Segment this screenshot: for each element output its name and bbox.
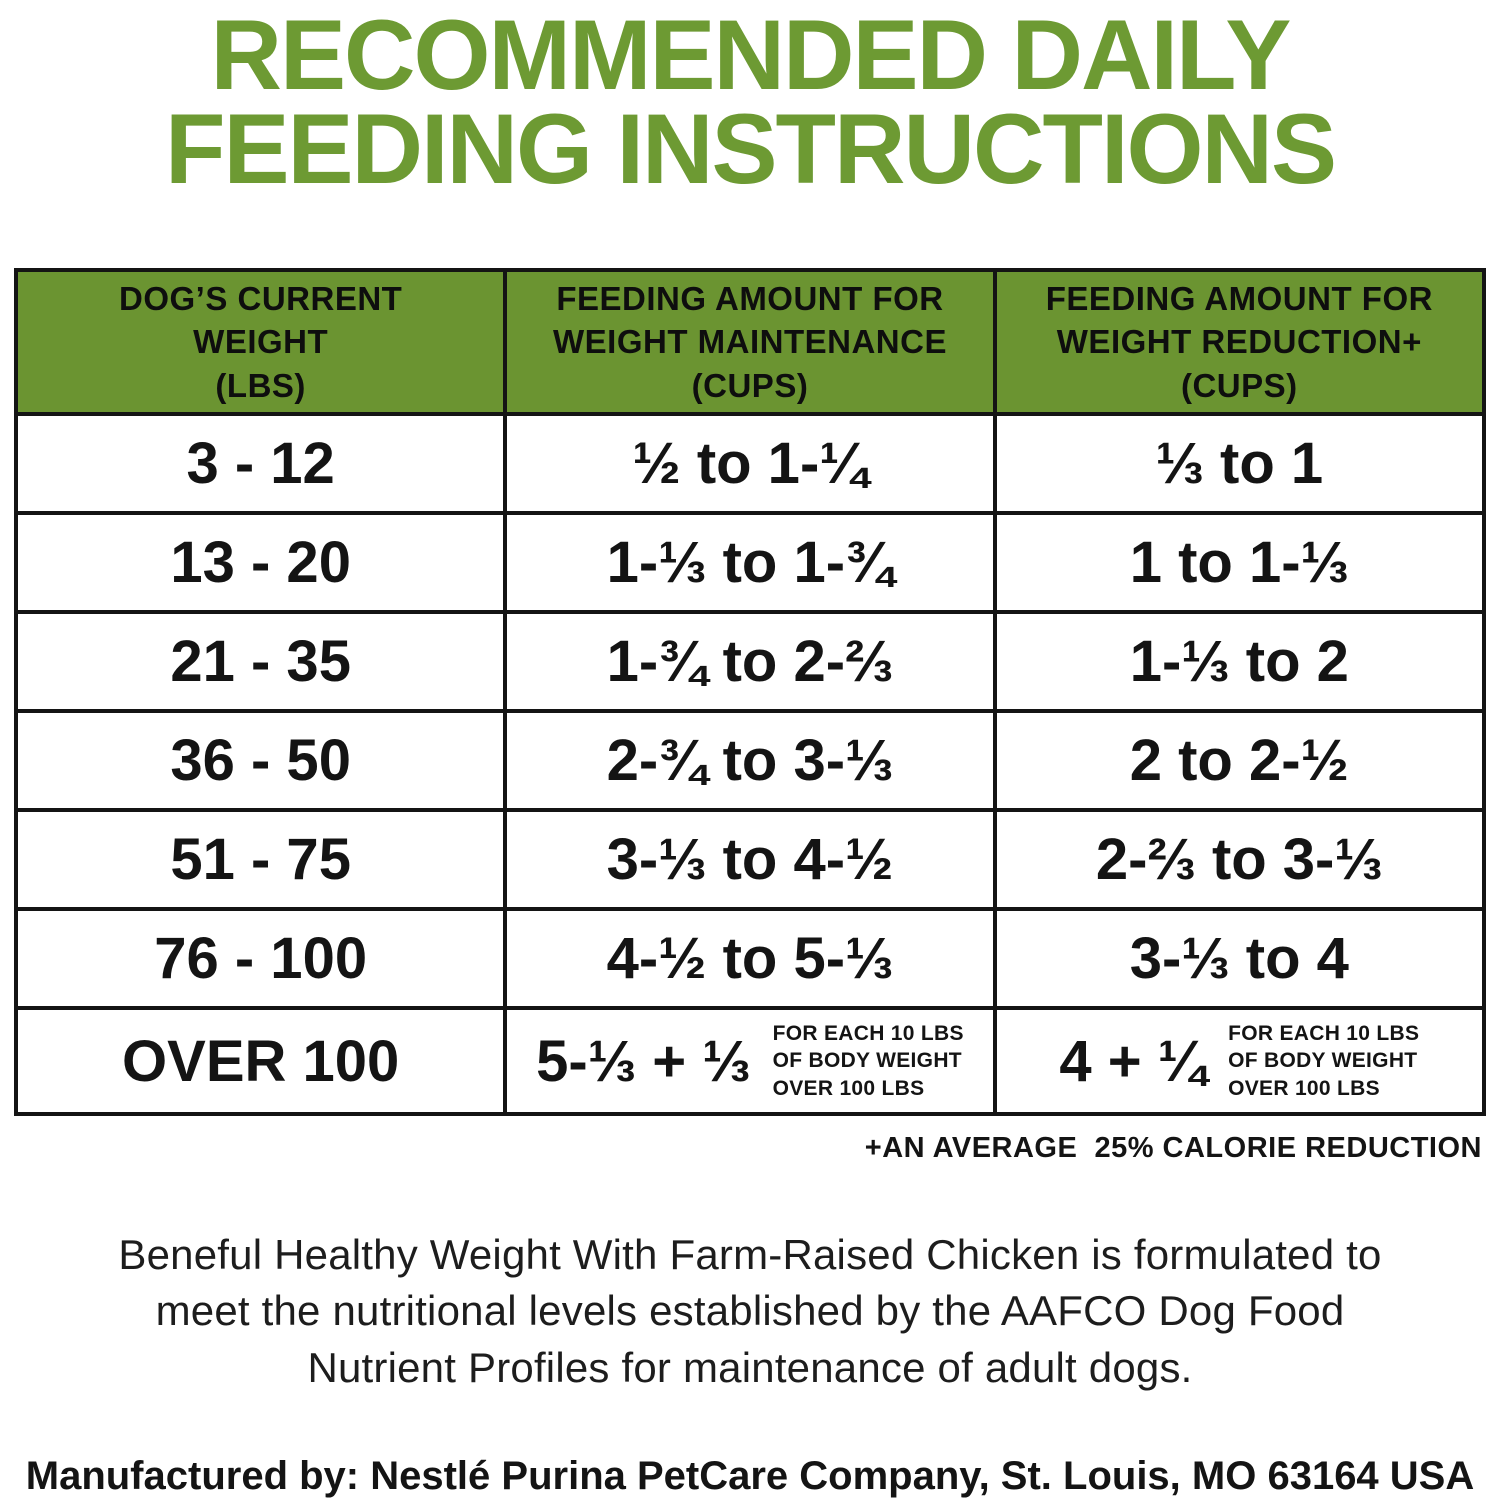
weight-range-cell: 21 - 35	[13, 610, 508, 714]
aafco-statement: Beneful Healthy Weight With Farm-Raised …	[118, 1231, 1382, 1391]
reduction-note: FOR EACH 10 LBS OF BODY WEIGHT OVER 100 …	[1228, 1022, 1420, 1100]
maintenance-amount-cell: 2-¾ to 3-⅓	[503, 709, 997, 813]
page-title-line2: FEEDING INSTRUCTIONS	[164, 93, 1337, 205]
reduction-main-value: 4 + ¼	[1059, 1028, 1207, 1094]
weight-range-cell: 13 - 20	[13, 511, 508, 615]
page-title: RECOMMENDED DAILY FEEDING INSTRUCTIONS	[0, 0, 1500, 205]
maintenance-amount-cell: 5-⅓ + ⅓ FOR EACH 10 LBS OF BODY WEIGHT O…	[503, 1006, 997, 1117]
reduction-amount-cell: 1-⅓ to 2	[992, 610, 1487, 714]
header-weight-maintenance: FEEDING AMOUNT FOR WEIGHT MAINTENANCE (C…	[503, 268, 997, 417]
reduction-amount-cell: 3-⅓ to 4	[992, 907, 1487, 1011]
table-row-over-100: OVER 100 5-⅓ + ⅓ FOR EACH 10 LBS OF BODY…	[13, 1006, 1487, 1117]
page-title-line1: RECOMMENDED DAILY	[210, 0, 1292, 110]
header-dogs-current-weight: DOG’S CURRENT WEIGHT (LBS)	[13, 268, 508, 417]
maintenance-amount-cell: 1-¾ to 2-⅔	[503, 610, 997, 714]
maintenance-amount-cell: 3-⅓ to 4-½	[503, 808, 997, 912]
weight-range-cell: 51 - 75	[13, 808, 508, 912]
maintenance-note: FOR EACH 10 LBS OF BODY WEIGHT OVER 100 …	[772, 1022, 964, 1100]
reduction-amount-cell: ⅓ to 1	[992, 412, 1487, 516]
reduction-combo: 4 + ¼ FOR EACH 10 LBS OF BODY WEIGHT OVE…	[997, 1020, 1482, 1102]
reduction-amount-cell: 2 to 2-½	[992, 709, 1487, 813]
manufacturer-line: Manufactured by: Nestlé Purina PetCare C…	[25, 1453, 1475, 1498]
calorie-reduction-footnote: +AN AVERAGE 25% CALORIE REDUCTION	[864, 1132, 1482, 1165]
table-row: 13 - 20 1-⅓ to 1-¾ 1 to 1-⅓	[13, 511, 1487, 615]
feeding-table-header: DOG’S CURRENT WEIGHT (LBS) FEEDING AMOUN…	[13, 268, 1487, 417]
feeding-table: DOG’S CURRENT WEIGHT (LBS) FEEDING AMOUN…	[13, 268, 1487, 1117]
reduction-amount-cell: 4 + ¼ FOR EACH 10 LBS OF BODY WEIGHT OVE…	[992, 1006, 1487, 1117]
table-row: 3 - 12 ½ to 1-¼ ⅓ to 1	[13, 412, 1487, 516]
weight-range-cell: OVER 100	[13, 1006, 508, 1117]
weight-range-cell: 76 - 100	[13, 907, 508, 1011]
table-row: 21 - 35 1-¾ to 2-⅔ 1-⅓ to 2	[13, 610, 1487, 714]
maintenance-amount-cell: ½ to 1-¼	[503, 412, 997, 516]
table-row: 36 - 50 2-¾ to 3-⅓ 2 to 2-½	[13, 709, 1487, 813]
maintenance-combo: 5-⅓ + ⅓ FOR EACH 10 LBS OF BODY WEIGHT O…	[507, 1020, 992, 1102]
header-weight-reduction: FEEDING AMOUNT FOR WEIGHT REDUCTION+ (CU…	[992, 268, 1487, 417]
weight-range-cell: 36 - 50	[13, 709, 508, 813]
feeding-table-body: 3 - 12 ½ to 1-¼ ⅓ to 1 13 - 20 1-⅓ to 1-…	[13, 412, 1487, 1117]
weight-range-cell: 3 - 12	[13, 412, 508, 516]
header-row: DOG’S CURRENT WEIGHT (LBS) FEEDING AMOUN…	[13, 268, 1487, 417]
maintenance-main-value: 5-⅓ + ⅓	[536, 1028, 751, 1094]
reduction-amount-cell: 1 to 1-⅓	[992, 511, 1487, 615]
maintenance-amount-cell: 4-½ to 5-⅓	[503, 907, 997, 1011]
table-row: 76 - 100 4-½ to 5-⅓ 3-⅓ to 4	[13, 907, 1487, 1011]
table-row: 51 - 75 3-⅓ to 4-½ 2-⅔ to 3-⅓	[13, 808, 1487, 912]
maintenance-amount-cell: 1-⅓ to 1-¾	[503, 511, 997, 615]
reduction-amount-cell: 2-⅔ to 3-⅓	[992, 808, 1487, 912]
